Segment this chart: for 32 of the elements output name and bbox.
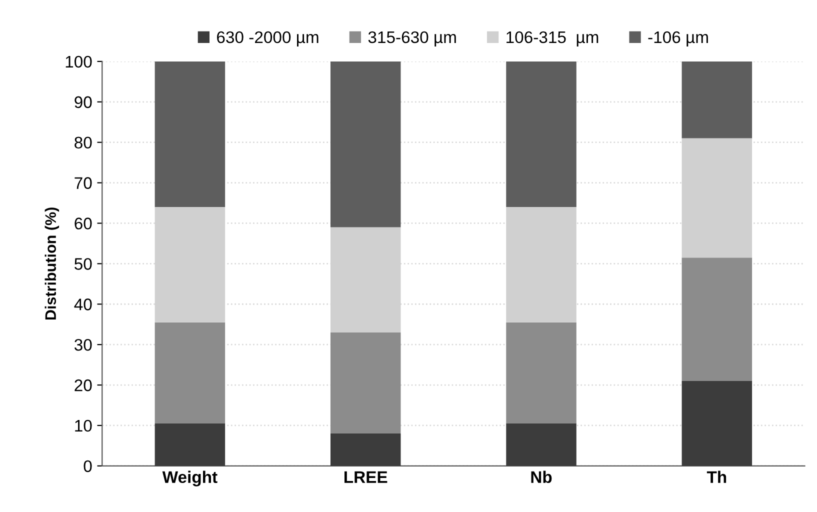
y-tick-label: 30 <box>74 338 92 351</box>
y-tick-label: 60 <box>74 218 92 230</box>
y-tick-label: 0 <box>84 460 92 472</box>
bar <box>682 258 752 381</box>
x-tick-label: Nb <box>531 470 552 484</box>
y-tick-label: 70 <box>74 177 92 189</box>
bar <box>330 434 401 466</box>
bar <box>682 380 752 466</box>
y-tick-label: 40 <box>74 298 92 310</box>
bar <box>506 423 576 466</box>
legend-label: -106 µm <box>648 31 708 46</box>
x-tick-label: Weight <box>162 470 218 486</box>
legend-label: 315-630 µm <box>368 31 456 46</box>
y-tick-label: 20 <box>74 379 92 392</box>
bar <box>154 423 226 466</box>
x-tick-label: Th <box>706 470 726 483</box>
y-tick-label: 100 <box>66 56 92 68</box>
x-tick-label: LREE <box>344 471 388 483</box>
bar <box>154 322 226 424</box>
y-tick-label: 50 <box>74 258 92 270</box>
y-tick-label: 10 <box>75 420 92 432</box>
y-tick-label: 80 <box>74 136 92 149</box>
legend-label: 630 -2000 µm <box>217 31 318 46</box>
bar <box>682 61 752 138</box>
bar <box>154 61 226 208</box>
bar <box>506 322 576 424</box>
bar <box>506 61 576 208</box>
legend-label: 106-315 µm <box>506 31 598 46</box>
bar <box>330 61 401 228</box>
y-axis-title: Distribution (%) <box>44 208 60 320</box>
y-tick-label: 90 <box>74 96 92 108</box>
bar <box>330 332 401 434</box>
